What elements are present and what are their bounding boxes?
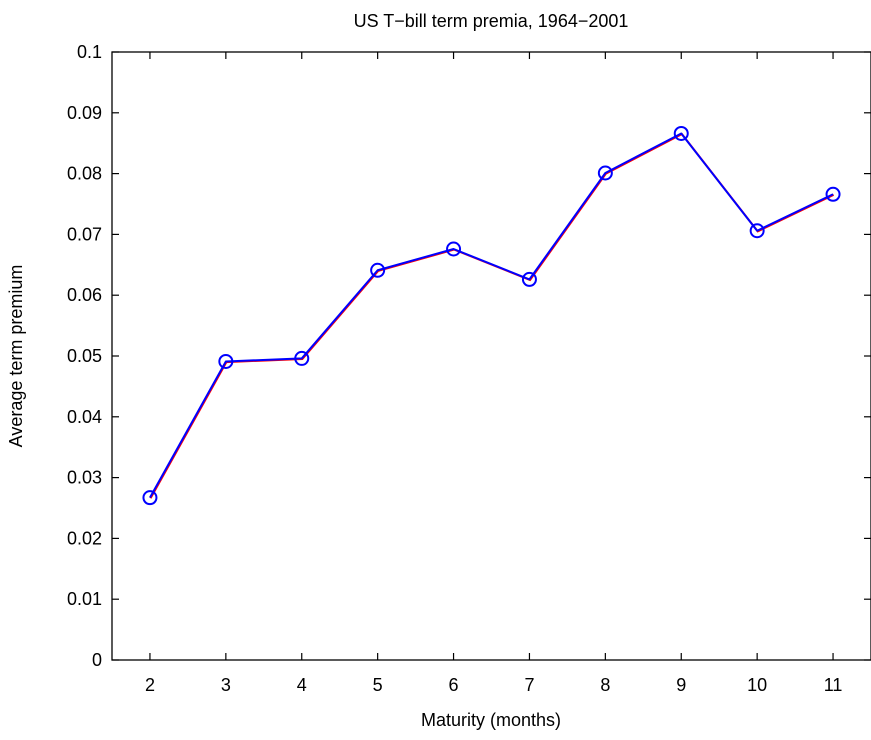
- x-tick-label: 10: [747, 675, 767, 695]
- x-tick-label: 11: [824, 675, 843, 695]
- x-tick-label: 9: [676, 675, 686, 695]
- y-tick-label: 0.09: [67, 103, 102, 123]
- x-tick-label: 8: [600, 675, 610, 695]
- chart-title: US T−bill term premia, 1964−2001: [354, 11, 629, 31]
- data-point-marker: [446, 241, 462, 257]
- series-layer: [142, 125, 841, 506]
- y-tick-label: 0.02: [67, 528, 102, 548]
- x-tick-label: 4: [297, 675, 307, 695]
- y-axis-label: Average term premium: [6, 265, 26, 448]
- data-point-marker: [142, 490, 158, 506]
- x-tick-label: 3: [221, 675, 231, 695]
- y-axis: 0 0.01 0.02 0.03 0.04 0.05 0.06 0.07 0.08 0.09 0.1: [67, 42, 871, 670]
- x-tick-label: 6: [449, 675, 459, 695]
- data-point-marker: [218, 353, 234, 369]
- y-tick-label: 0.05: [67, 346, 102, 366]
- x-axis-label: Maturity (months): [421, 710, 561, 730]
- y-tick-label: 0.01: [67, 589, 102, 609]
- y-tick-label: 0: [92, 650, 102, 670]
- data-point-marker: [825, 186, 841, 202]
- y-tick-label: 0.08: [67, 164, 102, 184]
- data-point-marker: [521, 271, 537, 287]
- series-line: [149, 132, 834, 499]
- plot-area: [111, 51, 871, 661]
- x-tick-label: 2: [145, 675, 155, 695]
- y-tick-label: 0.1: [77, 42, 102, 62]
- data-point-marker: [294, 350, 310, 366]
- data-point-marker: [597, 165, 613, 181]
- data-point-marker: [370, 262, 386, 278]
- y-tick-label: 0.03: [67, 468, 102, 488]
- y-tick-label: 0.06: [67, 285, 102, 305]
- y-tick-label: 0.07: [67, 224, 102, 244]
- data-point-marker: [673, 125, 689, 141]
- y-tick-label: 0.04: [67, 407, 102, 427]
- x-tick-label: 5: [373, 675, 383, 695]
- x-tick-label: 7: [524, 675, 534, 695]
- data-point-marker: [749, 223, 765, 239]
- x-axis: 2 3 4 5 6 7 8 9 10 11: [145, 52, 842, 695]
